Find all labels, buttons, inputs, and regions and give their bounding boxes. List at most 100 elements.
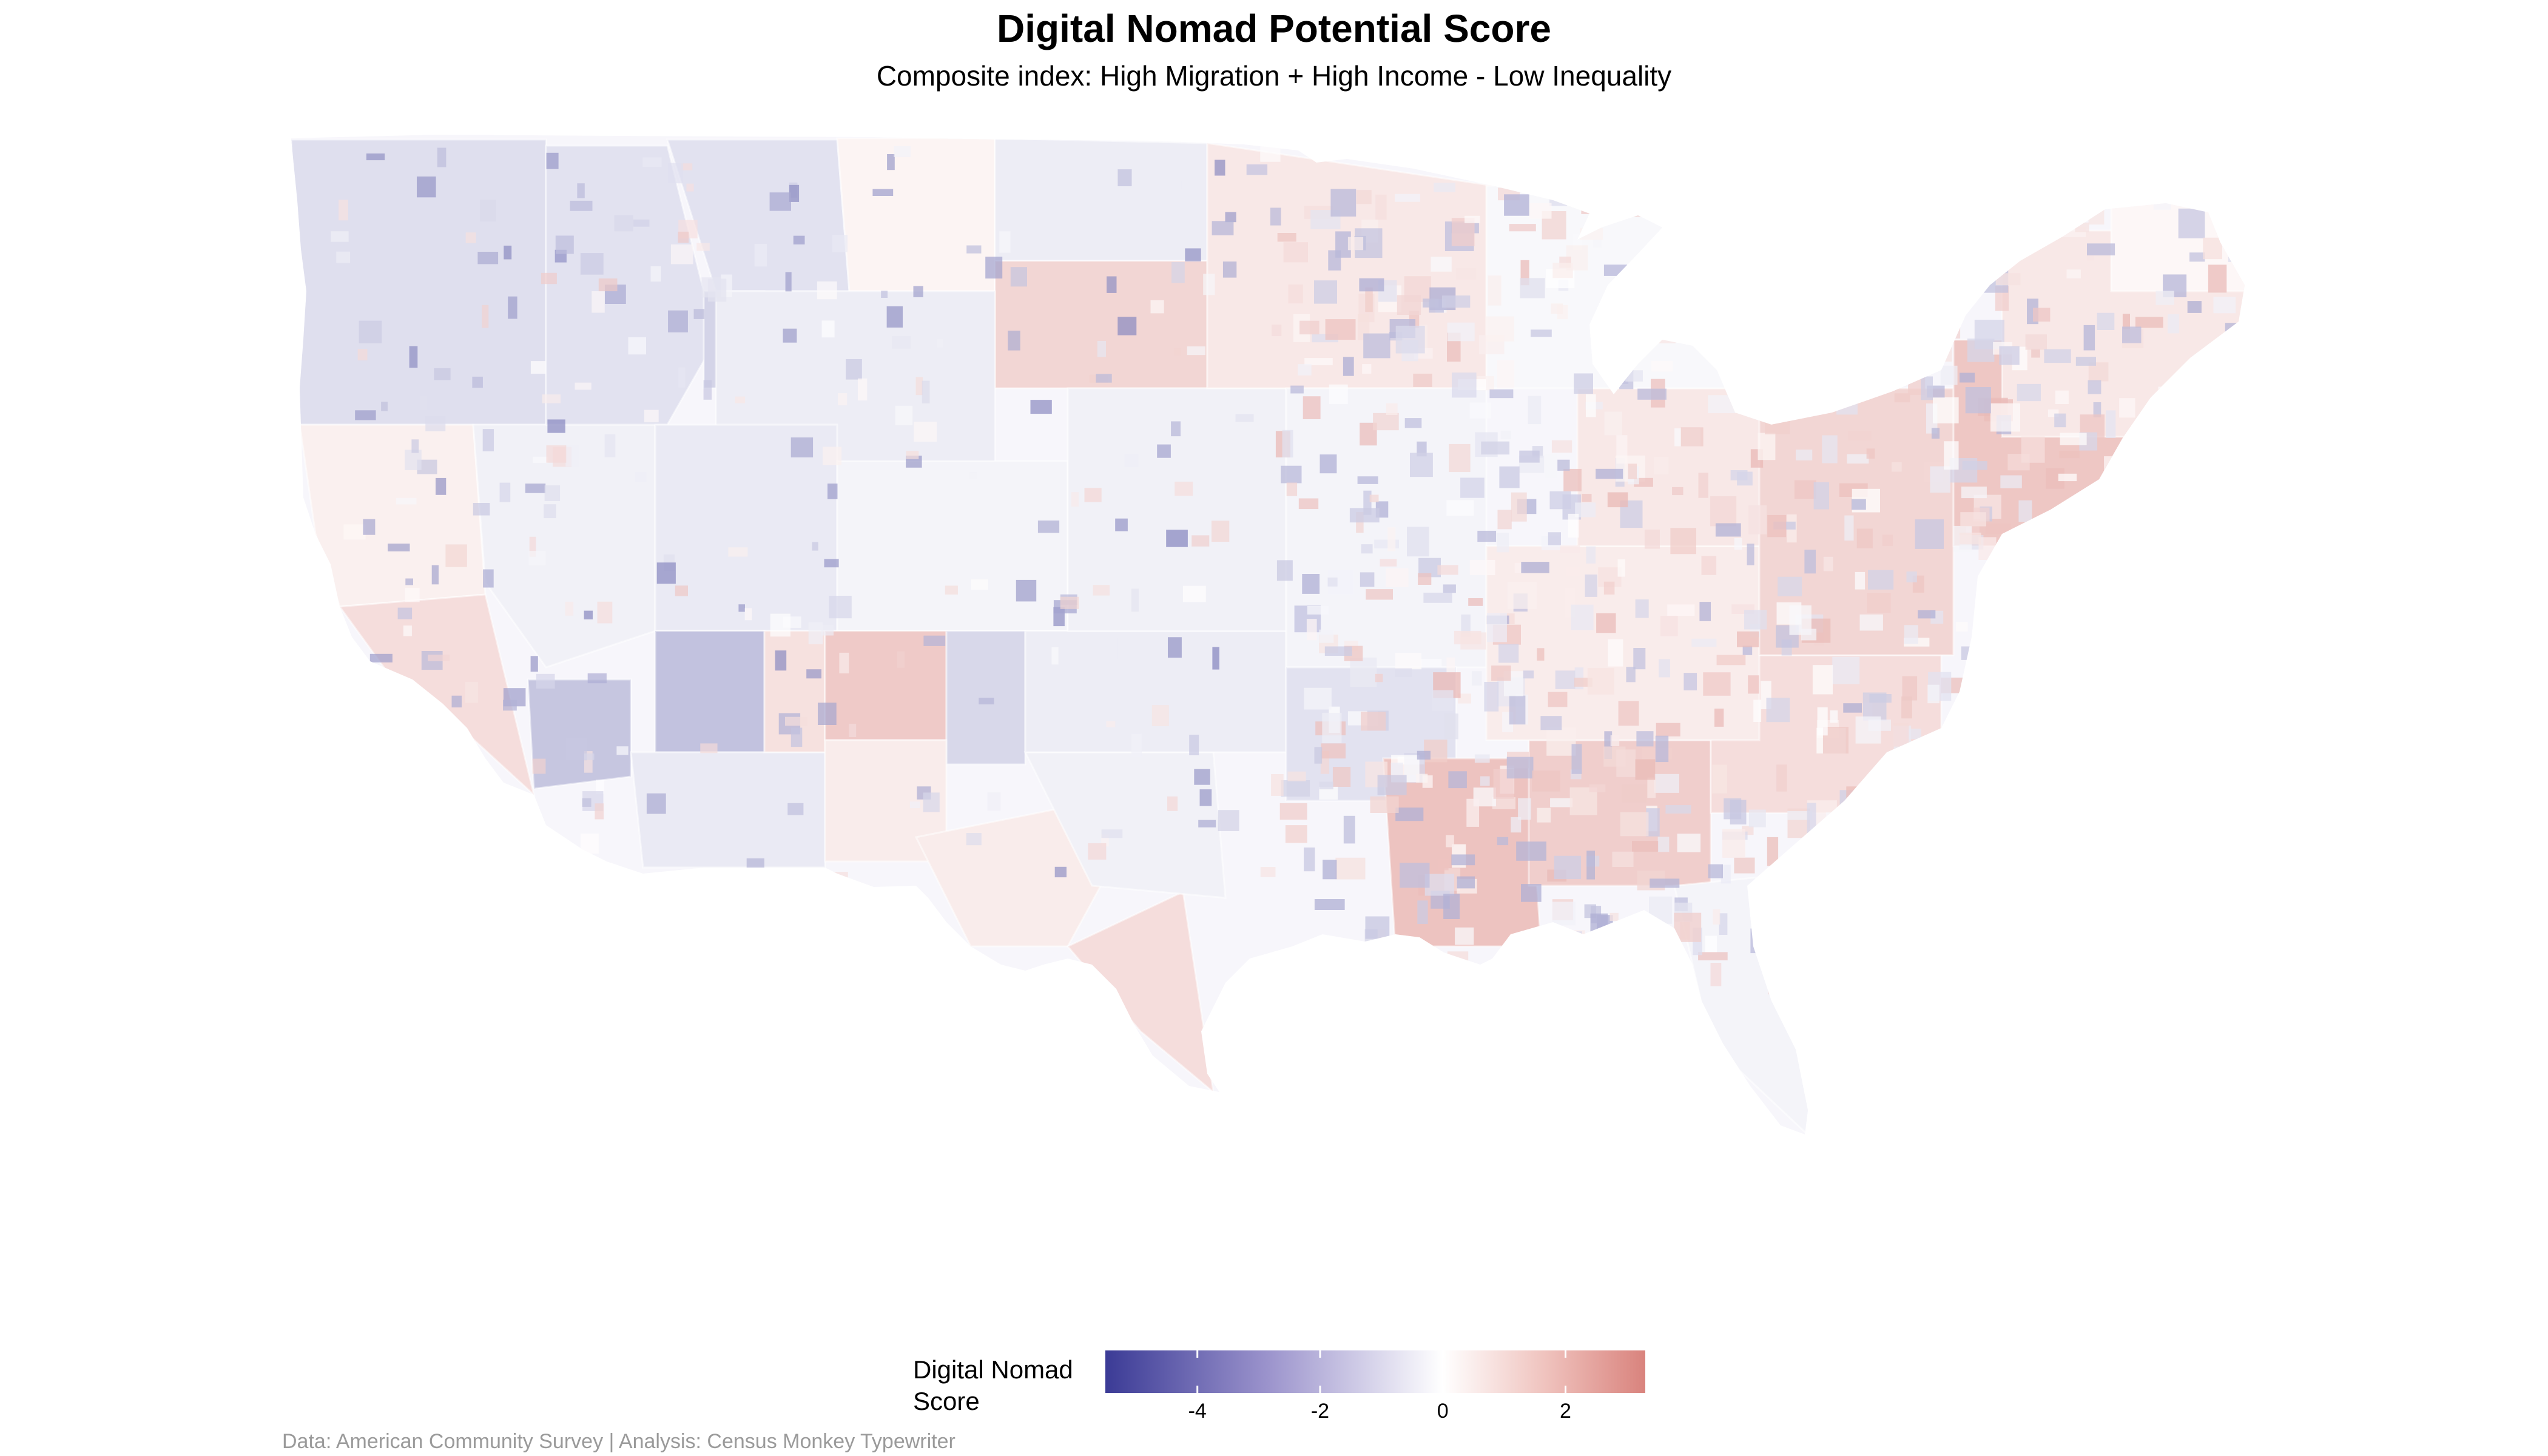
county-cell bbox=[2194, 442, 2218, 462]
county-cell bbox=[2037, 520, 2061, 545]
county-cell bbox=[2228, 391, 2238, 416]
county-cell bbox=[909, 801, 920, 809]
county-cell bbox=[1373, 413, 1399, 431]
county-cell bbox=[1491, 666, 1511, 681]
county-cell bbox=[1417, 750, 1431, 760]
county-cell bbox=[2225, 323, 2243, 347]
county-cell bbox=[428, 655, 450, 661]
county-cell bbox=[895, 405, 913, 425]
county-cell bbox=[1187, 346, 1205, 356]
county-cell bbox=[2211, 812, 2240, 824]
county-cell bbox=[1793, 199, 1815, 229]
county-cell bbox=[945, 585, 958, 595]
county-cell bbox=[1780, 358, 1790, 386]
county-cell bbox=[1625, 370, 1643, 382]
county-cell bbox=[701, 277, 721, 298]
county-cell bbox=[381, 402, 388, 411]
county-cell bbox=[1944, 738, 1975, 747]
county-cell bbox=[987, 792, 1001, 811]
county-cell bbox=[1568, 513, 1579, 538]
county-cell bbox=[1566, 567, 1580, 576]
county-cell bbox=[1859, 614, 1883, 631]
county-cell bbox=[2210, 368, 2230, 388]
county-cell bbox=[328, 863, 346, 881]
county-cell bbox=[1370, 796, 1399, 813]
county-cell bbox=[2003, 883, 2024, 900]
county-cell bbox=[482, 305, 489, 328]
county-cell bbox=[2026, 945, 2048, 964]
county-cell bbox=[1594, 185, 1619, 204]
county-cell bbox=[1298, 364, 1312, 376]
county-cell bbox=[1499, 466, 1520, 488]
county-cell bbox=[2239, 622, 2245, 635]
county-cell bbox=[1088, 843, 1107, 860]
county-cell bbox=[2155, 466, 2171, 475]
county-cell bbox=[1794, 480, 1816, 499]
county-cell bbox=[635, 472, 647, 482]
county-cell bbox=[1545, 454, 1558, 479]
county-cell bbox=[2240, 738, 2245, 756]
county-cell bbox=[2142, 630, 2151, 642]
county-cell bbox=[482, 429, 494, 451]
county-cell bbox=[465, 682, 478, 703]
county-cell bbox=[1844, 832, 1864, 860]
county-cell bbox=[754, 243, 767, 267]
county-cell bbox=[1222, 261, 1237, 278]
county-cell bbox=[331, 231, 349, 242]
county-cell bbox=[937, 339, 944, 348]
county-cell bbox=[1571, 744, 1582, 774]
county-cell bbox=[1507, 582, 1537, 609]
county-cell bbox=[1288, 285, 1303, 304]
county-cell bbox=[2051, 794, 2064, 805]
county-cell bbox=[1713, 909, 1721, 925]
region-new-mexico-north-central bbox=[824, 630, 948, 741]
county-cell bbox=[1927, 684, 1940, 704]
county-cell bbox=[1537, 807, 1551, 823]
county-cell bbox=[1569, 952, 1585, 965]
county-cell bbox=[1934, 831, 1961, 840]
county-cell bbox=[2002, 586, 2032, 599]
county-cell bbox=[2137, 752, 2168, 772]
county-cell bbox=[2101, 837, 2131, 862]
county-cell bbox=[1319, 629, 1334, 643]
county-cell bbox=[1500, 430, 1511, 440]
county-cell bbox=[1893, 890, 1923, 901]
county-cell bbox=[2059, 770, 2069, 782]
county-cell bbox=[1719, 913, 1728, 935]
county-cell bbox=[1904, 625, 1918, 644]
county-cell bbox=[1054, 866, 1067, 878]
county-cell bbox=[693, 309, 705, 319]
county-cell bbox=[1763, 936, 1774, 951]
county-cell bbox=[2075, 671, 2105, 679]
county-cell bbox=[1563, 468, 1582, 491]
county-cell bbox=[1848, 431, 1872, 440]
county-cell bbox=[817, 281, 837, 300]
county-cell bbox=[894, 146, 911, 157]
county-cell bbox=[1872, 772, 1895, 793]
county-cell bbox=[1519, 450, 1540, 463]
county-cell bbox=[536, 673, 555, 689]
county-cell bbox=[923, 792, 940, 812]
county-cell bbox=[1150, 300, 1164, 314]
county-cell bbox=[1747, 544, 1754, 565]
county-cell bbox=[2053, 758, 2078, 780]
county-cell bbox=[1787, 342, 1802, 356]
county-cell bbox=[1416, 774, 1428, 783]
county-cell bbox=[480, 200, 496, 222]
county-cell bbox=[1093, 585, 1110, 596]
county-cell bbox=[1523, 670, 1534, 679]
county-cell bbox=[2043, 679, 2070, 707]
county-cell bbox=[1218, 810, 1239, 831]
county-cell bbox=[2020, 612, 2042, 633]
county-cell bbox=[1189, 735, 1199, 755]
county-cell bbox=[1867, 909, 1879, 931]
county-cell bbox=[396, 497, 417, 505]
county-cell bbox=[1593, 203, 1612, 217]
county-cell bbox=[1985, 523, 2011, 534]
county-cell bbox=[1328, 250, 1341, 271]
county-cell bbox=[1787, 811, 1813, 820]
county-cell bbox=[1175, 481, 1193, 496]
county-cell bbox=[352, 766, 360, 778]
county-cell bbox=[849, 724, 857, 737]
county-cell bbox=[2138, 712, 2154, 736]
